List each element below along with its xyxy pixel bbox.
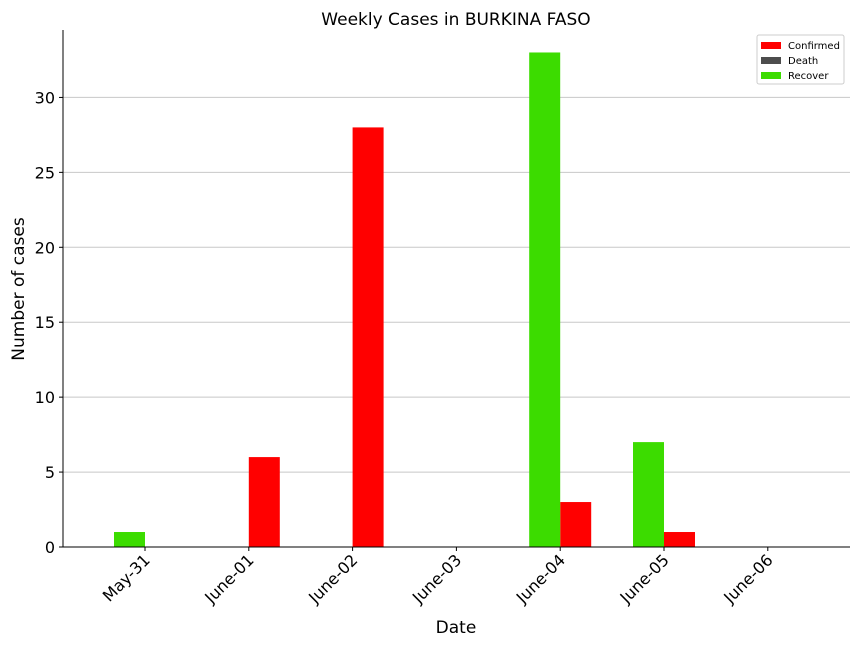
x-tick-label: June-06: [719, 550, 776, 607]
x-tick-label: May-31: [99, 550, 154, 605]
x-tick-label: June-03: [408, 550, 465, 607]
legend-swatch: [761, 72, 781, 79]
y-tick-label: 5: [45, 463, 55, 482]
legend-label: Confirmed: [788, 41, 840, 52]
x-tick-label: June-04: [512, 550, 569, 607]
bars: [114, 52, 695, 548]
bar-confirmed: [352, 127, 384, 548]
y-tick-label: 15: [35, 313, 55, 332]
bar-confirmed: [664, 532, 695, 547]
bar-recover: [529, 52, 561, 547]
bar-confirmed: [248, 457, 280, 547]
y-tick-label: 25: [35, 163, 55, 182]
legend-swatch: [761, 57, 781, 64]
x-axis-title: Date: [436, 618, 477, 638]
x-tick-label: June-01: [200, 550, 257, 607]
legend-label: Death: [788, 56, 818, 67]
bar-recover: [633, 442, 664, 547]
legend: Confirmed Death Recover: [756, 34, 845, 85]
x-tick-label: June-05: [616, 550, 673, 607]
x-tick-label: June-02: [304, 550, 361, 607]
y-tick-label: 10: [35, 388, 55, 407]
bar-recover: [114, 532, 145, 547]
legend-label: Recover: [788, 71, 829, 82]
y-ticks: 0 5 10 15 20 25 30: [35, 88, 63, 557]
y-tick-label: 0: [45, 538, 55, 557]
axes: [62, 30, 850, 548]
legend-swatch: [761, 42, 781, 49]
chart-title: Weekly Cases in BURKINA FASO: [321, 10, 590, 30]
gridlines: [63, 96, 850, 473]
y-axis-title: Number of cases: [9, 217, 29, 361]
bar-confirmed: [560, 502, 592, 547]
y-tick-label: 30: [35, 88, 55, 107]
y-tick-label: 20: [35, 238, 55, 257]
x-ticks: May-31 June-01 June-02 June-03 June-04 June-0…: [99, 547, 777, 608]
